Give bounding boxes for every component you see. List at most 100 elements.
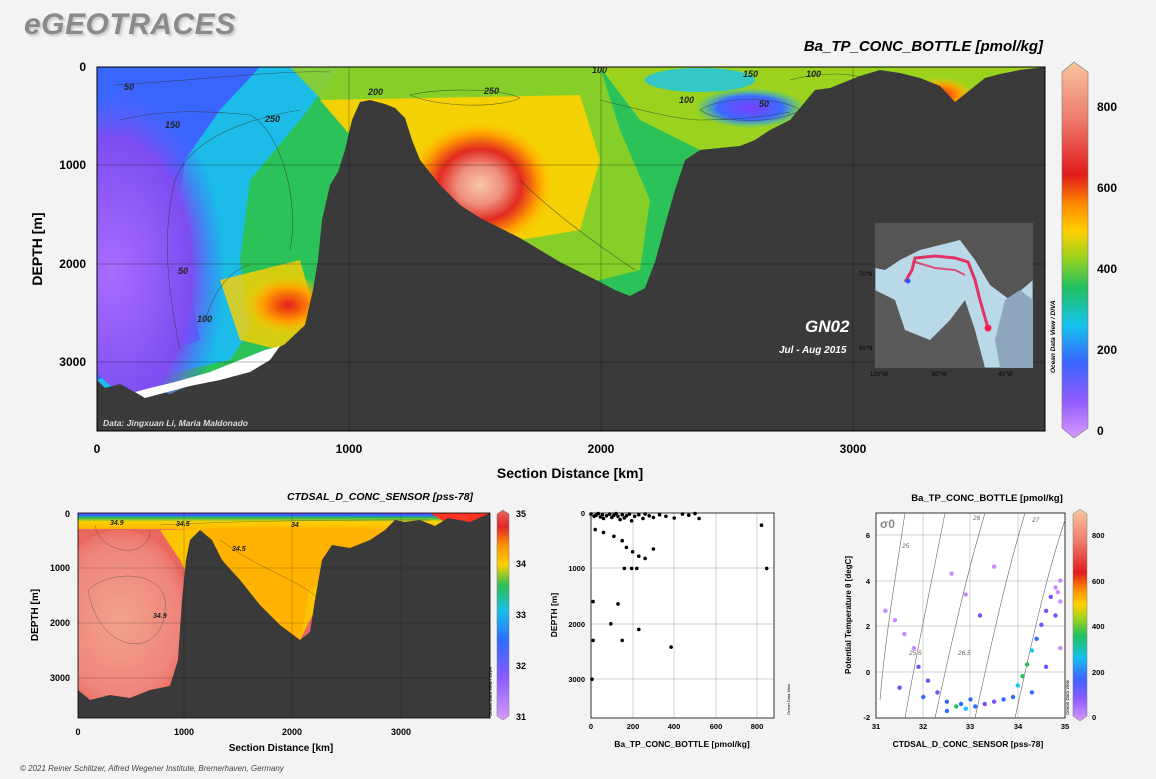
contour-label: 34 bbox=[291, 522, 299, 529]
ts-odv-credit: Ocean Data View bbox=[1065, 679, 1070, 715]
x-tick-label: 1000 bbox=[174, 727, 194, 737]
ts-point bbox=[902, 631, 907, 637]
contour-label: 34.9 bbox=[153, 613, 167, 620]
x-tick-label: 1000 bbox=[336, 442, 363, 456]
contour-label: 100 bbox=[806, 69, 821, 79]
ts-colorbar-bar bbox=[1072, 508, 1088, 722]
ts-point bbox=[1025, 662, 1030, 667]
scatter-point bbox=[609, 622, 613, 626]
salinity-x-axis-label: Section Distance [km] bbox=[229, 743, 333, 754]
ts-point bbox=[958, 701, 964, 707]
x-tick-label: 33 bbox=[966, 722, 974, 731]
scatter-point bbox=[637, 512, 641, 517]
y-tick-label: -2 bbox=[863, 713, 870, 722]
scatter-point bbox=[620, 638, 624, 643]
scatter-points bbox=[589, 511, 769, 681]
salinity-seafloor bbox=[78, 513, 490, 718]
y-tick-label: 3000 bbox=[59, 355, 86, 369]
contour-label: 50 bbox=[759, 99, 769, 109]
isopycnal-label: 27 bbox=[1031, 517, 1040, 524]
ts-point bbox=[1010, 694, 1016, 700]
contour-label: 250 bbox=[264, 114, 280, 124]
scatter-point bbox=[686, 513, 691, 517]
map-deep-ocean bbox=[995, 290, 1033, 368]
salinity-y-ticks: 0 1000 2000 3000 bbox=[50, 509, 70, 683]
scatter-point bbox=[635, 566, 639, 571]
colorbar-tick: 32 bbox=[516, 661, 526, 671]
colorbar-tick: 35 bbox=[516, 509, 526, 519]
ts-point bbox=[911, 645, 916, 651]
map-lat-label: 70°N bbox=[859, 272, 872, 278]
copyright-footer: © 2021 Reiner Schlitzer, Alfred Wegener … bbox=[20, 764, 284, 773]
scatter-point bbox=[591, 599, 595, 604]
ts-plot-frame bbox=[875, 512, 1066, 719]
main-x-ticks: 0 1000 2000 3000 bbox=[94, 442, 867, 456]
scatter-point bbox=[616, 602, 620, 606]
ts-point bbox=[1043, 664, 1049, 669]
x-tick-label: 0 bbox=[94, 442, 101, 456]
contour-label: 50 bbox=[124, 82, 134, 92]
scatter-point bbox=[669, 645, 673, 649]
ts-point bbox=[991, 564, 997, 569]
y-tick-label: 3000 bbox=[568, 675, 585, 684]
station-map-inset: 70°N 60°N 120°W 80°W 40°W bbox=[859, 222, 1034, 378]
scatter-point bbox=[647, 514, 651, 518]
main-colorbar: 800 600 400 200 0 Ocean Data View / DIVA bbox=[1050, 61, 1117, 439]
ts-point bbox=[897, 685, 902, 690]
salinity-y-axis-label: DEPTH [m] bbox=[30, 589, 41, 641]
scatter-point bbox=[759, 523, 764, 527]
sigma-label: σ0 bbox=[880, 517, 895, 531]
main-plot-frame bbox=[96, 66, 1046, 432]
contour-label: 34.5 bbox=[232, 546, 246, 553]
scatter-point bbox=[596, 511, 601, 516]
main-section-plot bbox=[97, 67, 1045, 431]
colorbar-tick: 400 bbox=[1097, 262, 1117, 276]
contour-label: 50 bbox=[178, 266, 188, 276]
salinity-title: CTDSAL_D_CONC_SENSOR [pss-78] bbox=[287, 491, 474, 503]
colorbar-tick: 0 bbox=[1092, 713, 1096, 722]
ts-y-axis-label: Potential Temperature θ [degC] bbox=[844, 556, 853, 674]
contour-label: 100 bbox=[197, 314, 212, 324]
scatter-point bbox=[651, 515, 656, 520]
salinity-contour-lines bbox=[87, 519, 431, 645]
scatter-point bbox=[589, 512, 593, 516]
ts-point bbox=[977, 613, 983, 618]
main-x-axis-label: Section Distance [km] bbox=[497, 465, 643, 481]
x-tick-label: 2000 bbox=[588, 442, 615, 456]
ts-point bbox=[1058, 578, 1063, 583]
ts-colorbar: 800 600 400 200 0 Ocean Data View bbox=[1065, 508, 1105, 722]
ts-point bbox=[883, 608, 888, 613]
depth-scatter-plot: 0 200 400 600 800 0 1000 2000 3000 Ba_TP… bbox=[549, 509, 791, 749]
scatter-point bbox=[680, 512, 685, 516]
salinity-x-ticks: 0 1000 2000 3000 bbox=[75, 727, 411, 737]
map-lon-label: 80°W bbox=[932, 372, 947, 378]
y-tick-label: 1000 bbox=[50, 563, 70, 573]
ts-point bbox=[892, 618, 898, 623]
scatter-point bbox=[672, 516, 676, 520]
egeotraces-logo: eGEOTRACES bbox=[24, 8, 236, 41]
scatter-gridlines bbox=[591, 513, 774, 718]
y-tick-label: 2000 bbox=[59, 257, 86, 271]
x-tick-label: 31 bbox=[872, 722, 880, 731]
scatter-point bbox=[637, 554, 641, 558]
ts-plot: 25 25.5 26 26.5 27 σ0 31 32 33 34 35 6 4… bbox=[844, 512, 1069, 749]
y-tick-label: 1000 bbox=[568, 564, 585, 573]
main-contour-lines bbox=[114, 71, 871, 351]
main-violet-deep-water bbox=[97, 80, 245, 400]
y-tick-label: 0 bbox=[581, 509, 585, 518]
x-tick-label: 0 bbox=[75, 727, 80, 737]
y-tick-label: 0 bbox=[65, 509, 70, 519]
salinity-gridlines bbox=[78, 513, 490, 718]
scatter-point bbox=[637, 627, 641, 632]
scatter-point bbox=[664, 514, 668, 519]
colorbar-tick: 200 bbox=[1097, 343, 1117, 357]
main-y-ticks: 0 1000 2000 3000 bbox=[59, 60, 86, 369]
ts-point bbox=[963, 592, 968, 597]
ts-point bbox=[973, 704, 978, 709]
scatter-y-axis-label: DEPTH [m] bbox=[549, 593, 559, 638]
ts-point bbox=[944, 708, 950, 714]
colorbar-tick: 600 bbox=[1097, 181, 1117, 195]
ts-point bbox=[921, 694, 926, 700]
salinity-deep-core bbox=[78, 530, 190, 710]
contour-label: 34.5 bbox=[176, 521, 190, 528]
